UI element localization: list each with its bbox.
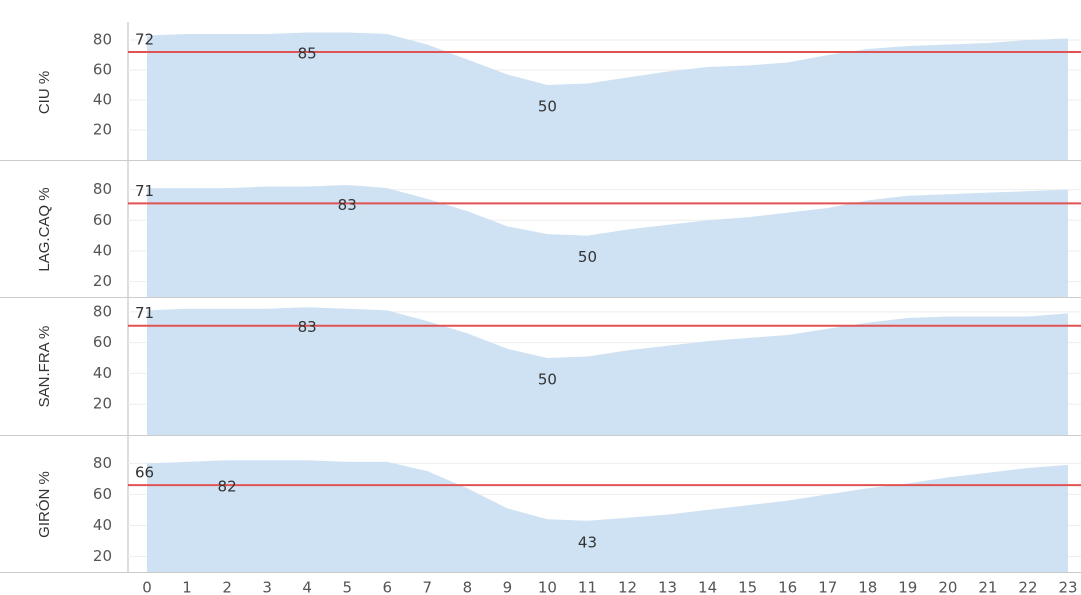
y-tick-label: 40 bbox=[93, 91, 112, 109]
area bbox=[147, 32, 1068, 160]
x-tick-label: 10 bbox=[538, 579, 557, 595]
x-tick-label: 7 bbox=[423, 579, 433, 595]
reference-label: 72 bbox=[135, 31, 154, 49]
max-label: 85 bbox=[298, 45, 317, 63]
y-tick-label: 20 bbox=[93, 272, 112, 290]
max-label: 83 bbox=[338, 196, 357, 214]
min-label: 50 bbox=[578, 248, 597, 266]
x-tick-label: 9 bbox=[503, 579, 513, 595]
y-tick-label: 40 bbox=[93, 364, 112, 382]
reference-label: 71 bbox=[135, 304, 154, 322]
y-axis-title: GIRÓN % bbox=[36, 471, 53, 538]
x-tick-label: 3 bbox=[262, 579, 272, 595]
area bbox=[147, 185, 1068, 297]
max-label: 83 bbox=[298, 318, 317, 336]
x-tick-label: 16 bbox=[778, 579, 797, 595]
y-tick-label: 40 bbox=[93, 241, 112, 259]
min-label: 50 bbox=[538, 371, 557, 389]
x-tick-label: 8 bbox=[463, 579, 473, 595]
x-tick-label: 0 bbox=[142, 579, 152, 595]
y-tick-label: 20 bbox=[93, 121, 112, 139]
x-tick-label: 20 bbox=[938, 579, 957, 595]
x-tick-label: 15 bbox=[738, 579, 757, 595]
x-tick-label: 1 bbox=[182, 579, 192, 595]
x-tick-label: 17 bbox=[818, 579, 837, 595]
y-tick-label: 80 bbox=[93, 302, 112, 320]
y-tick-label: 60 bbox=[93, 333, 112, 351]
x-tick-label: 12 bbox=[618, 579, 637, 595]
x-tick-label: 5 bbox=[342, 579, 352, 595]
y-tick-label: 60 bbox=[93, 485, 112, 503]
y-tick-label: 80 bbox=[93, 180, 112, 198]
y-tick-label: 20 bbox=[93, 547, 112, 565]
y-axis-title: SAN.FRA % bbox=[36, 326, 53, 408]
y-axis-title: CIU % bbox=[36, 71, 53, 114]
y-tick-label: 60 bbox=[93, 61, 112, 79]
reference-label: 71 bbox=[135, 182, 154, 200]
y-tick-label: 40 bbox=[93, 516, 112, 534]
area bbox=[147, 307, 1068, 435]
x-tick-label: 4 bbox=[302, 579, 312, 595]
x-tick-label: 14 bbox=[698, 579, 717, 595]
y-tick-label: 60 bbox=[93, 211, 112, 229]
reference-label: 66 bbox=[135, 464, 154, 482]
x-tick-label: 2 bbox=[222, 579, 232, 595]
min-label: 50 bbox=[538, 98, 557, 116]
y-tick-label: 80 bbox=[93, 454, 112, 472]
max-label: 82 bbox=[218, 478, 237, 496]
y-tick-label: 80 bbox=[93, 31, 112, 49]
min-label: 43 bbox=[578, 533, 597, 551]
y-tick-label: 20 bbox=[93, 395, 112, 413]
x-tick-label: 21 bbox=[978, 579, 997, 595]
x-tick-label: 13 bbox=[658, 579, 677, 595]
x-tick-label: 23 bbox=[1058, 579, 1077, 595]
area bbox=[147, 460, 1068, 572]
x-tick-label: 19 bbox=[898, 579, 917, 595]
x-tick-label: 11 bbox=[578, 579, 597, 595]
x-tick-label: 6 bbox=[382, 579, 392, 595]
y-axis-title: LAG.CAQ % bbox=[36, 187, 53, 271]
x-tick-label: 18 bbox=[858, 579, 877, 595]
x-tick-label: 22 bbox=[1018, 579, 1037, 595]
